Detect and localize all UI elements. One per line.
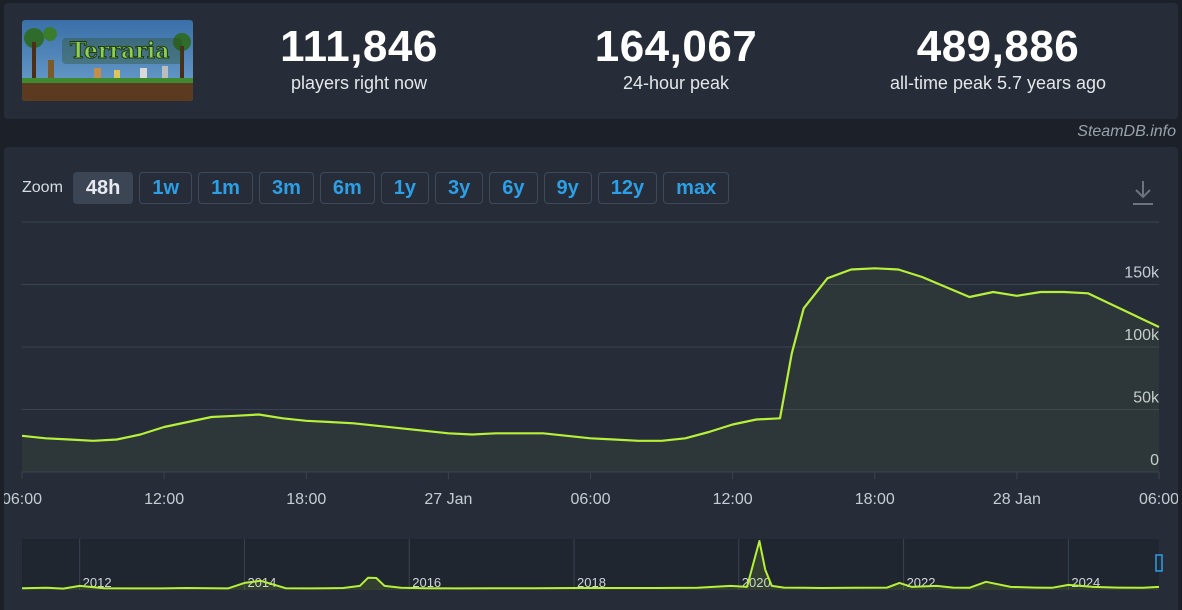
x-tick-label: 06:00 [4,491,42,508]
player-count-area [22,268,1159,472]
navigator-line [21,540,1160,590]
zoom-bar: Zoom 48h 1w 1m 3m 6m 1y 3y 6y 9y 12y max [22,171,735,205]
alltime-peak-label: all-time peak 5.7 years ago [889,73,1107,93]
current-players-value: 111,846 [280,22,438,71]
y-tick-label: 0 [1150,452,1159,469]
zoom-max-button[interactable]: max [663,172,730,204]
zoom-9y-button[interactable]: 9y [543,172,592,204]
player-count-line [21,267,1160,442]
x-tick-label: 12:00 [144,491,184,508]
navigator-background [22,539,1159,590]
peak-24h-value: 164,067 [594,22,758,71]
steamdb-watermark[interactable]: SteamDB.info [1077,123,1176,140]
zoom-48h-button[interactable]: 48h [72,172,134,204]
peak-24h-label: 24-hour peak [622,73,730,93]
game-logo[interactable]: Terraria [22,20,193,101]
chart-panel: Zoom 48h 1w 1m 3m 6m 1y 3y 6y 9y 12y max… [4,147,1178,610]
zoom-6m-button[interactable]: 6m [319,172,375,204]
zoom-1w-button[interactable]: 1w [139,172,193,204]
player-count-chart[interactable]: 0 50k 100k 150k 06:00 12:00 18:00 27 Jan 06:00 12… [4,147,1178,610]
y-tick-label: 150k [1124,265,1160,282]
current-players-label: players right now [290,73,428,93]
stat-current-players: 111,846 players right now [259,23,459,94]
x-tick-label: 18:00 [286,491,326,508]
stat-alltime-peak: 489,886 all-time peak 5.7 years ago [868,23,1128,94]
x-tick-label: 06:00 [1139,491,1178,508]
zoom-3m-button[interactable]: 3m [258,172,314,204]
stat-24h-peak: 164,067 24-hour peak [576,23,776,94]
x-tick-label: 12:00 [713,491,753,508]
x-tick-label: 06:00 [570,491,610,508]
terraria-logo: Terraria [22,20,193,101]
x-tick-label: 18:00 [855,491,895,508]
svg-text:Terraria: Terraria [70,38,169,64]
x-tick-label: 27 Jan [424,491,472,508]
zoom-label: Zoom [22,179,63,196]
navigator-year-label: 2014 [247,575,276,590]
zoom-1m-button[interactable]: 1m [198,172,253,204]
download-button[interactable] [1130,179,1156,207]
zoom-6y-button[interactable]: 6y [489,172,538,204]
alltime-peak-value: 489,886 [916,22,1080,71]
navigator-range-handle [1155,554,1163,572]
navigator-year-label: 2016 [412,575,441,590]
y-tick-label: 50k [1133,390,1160,407]
zoom-12y-button[interactable]: 12y [597,172,658,204]
x-tick-label: 28 Jan [993,491,1041,508]
zoom-1y-button[interactable]: 1y [380,172,430,204]
navigator-year-label: 2018 [577,575,606,590]
download-icon [1133,181,1153,205]
zoom-3y-button[interactable]: 3y [435,172,484,204]
y-tick-label: 100k [1124,327,1160,344]
stats-header: Terraria 111,846 players right now 164,0… [4,3,1178,119]
